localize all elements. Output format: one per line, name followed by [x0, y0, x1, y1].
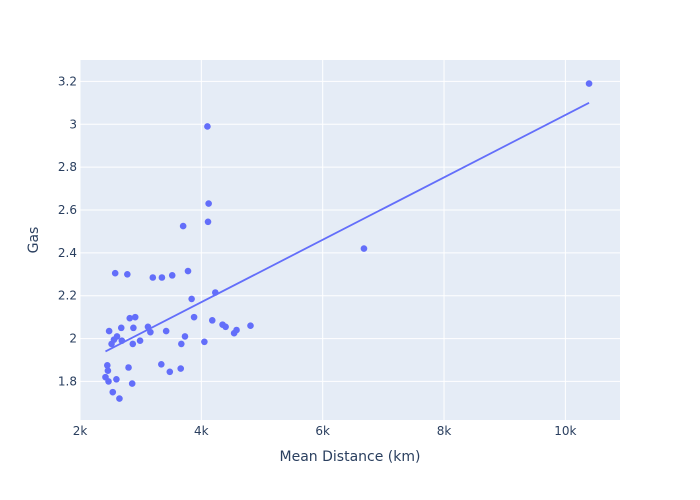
y-axis-title: Gas — [26, 227, 42, 254]
trendline — [105, 102, 590, 353]
data-point — [222, 323, 229, 331]
data-point — [104, 362, 111, 369]
x-tick-label: 2k — [73, 424, 88, 438]
data-point — [177, 365, 185, 372]
data-points — [102, 80, 593, 402]
data-point — [205, 200, 212, 207]
data-point — [585, 80, 593, 87]
data-point — [181, 333, 189, 340]
data-point — [212, 289, 219, 296]
y-tick-label: 2.6 — [58, 203, 77, 217]
data-point — [113, 375, 120, 383]
data-point — [113, 333, 121, 340]
data-point — [144, 323, 152, 331]
data-point — [208, 317, 216, 324]
x-tick-label: 8k — [437, 424, 452, 438]
data-point — [130, 324, 137, 332]
data-point — [204, 123, 211, 130]
data-point — [129, 340, 137, 348]
data-point — [105, 327, 113, 335]
trendline-group — [105, 102, 590, 353]
data-point — [147, 328, 154, 336]
data-point — [158, 360, 165, 368]
data-point — [166, 368, 174, 376]
data-point — [162, 327, 170, 335]
data-point — [168, 272, 176, 279]
data-point — [136, 337, 144, 345]
y-tick-label: 2 — [69, 332, 77, 346]
data-point — [188, 295, 195, 303]
plot-background — [80, 60, 620, 420]
y-tick-label: 2.8 — [58, 160, 77, 174]
y-tick-label: 3 — [69, 117, 77, 131]
data-point — [149, 274, 157, 281]
data-point — [179, 222, 187, 230]
y-tick-label: 3.2 — [58, 74, 77, 88]
data-point — [105, 378, 112, 385]
x-tick-label: 6k — [315, 424, 330, 438]
data-point — [126, 314, 134, 322]
data-point — [116, 395, 123, 402]
data-point — [178, 340, 185, 348]
data-point — [111, 269, 119, 277]
y-tick-label: 2.4 — [58, 246, 77, 260]
x-tick-label: 10k — [554, 424, 576, 438]
x-axis-title: Mean Distance (km) — [280, 449, 421, 465]
y-tick-label: 1.8 — [58, 374, 77, 388]
data-point — [125, 364, 132, 371]
data-point — [118, 337, 126, 345]
data-point — [233, 326, 240, 334]
data-point — [124, 270, 131, 278]
data-point — [117, 324, 125, 332]
data-point — [104, 367, 112, 375]
x-axis-ticks: 2k 4k 6k 8k 10k — [73, 424, 577, 438]
y-tick-label: 2.2 — [58, 289, 77, 303]
x-tick-label: 4k — [194, 424, 209, 438]
data-point — [247, 322, 254, 330]
data-point — [204, 218, 212, 226]
data-point — [158, 274, 166, 281]
data-point — [184, 267, 192, 275]
data-point — [131, 313, 139, 321]
data-point — [201, 338, 208, 346]
data-point — [109, 388, 117, 396]
data-point — [360, 245, 368, 252]
data-point — [128, 380, 136, 387]
y-axis-ticks: 1.8 2 2.2 2.4 2.6 2.8 3 3.2 — [58, 74, 77, 388]
data-point — [190, 313, 198, 321]
